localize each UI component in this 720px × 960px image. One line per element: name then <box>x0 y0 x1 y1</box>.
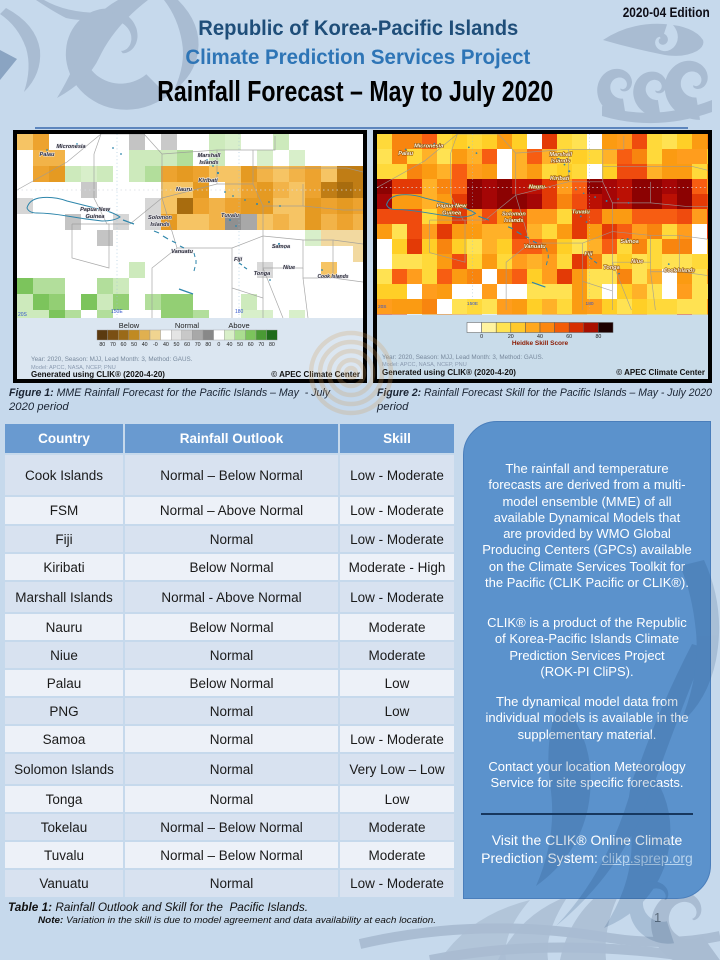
svg-text:40: 40 <box>163 342 169 348</box>
svg-text:80: 80 <box>269 342 275 348</box>
svg-text:Tuvalu: Tuvalu <box>221 213 240 219</box>
svg-text:Vanuatu: Vanuatu <box>171 249 193 255</box>
svg-text:80: 80 <box>99 342 105 348</box>
svg-text:20S: 20S <box>378 304 386 310</box>
svg-text:Above: Above <box>228 321 249 330</box>
svg-text:Papua New: Papua New <box>80 207 110 213</box>
svg-text:20: 20 <box>508 334 514 340</box>
svg-text:Marshall: Marshall <box>198 153 221 159</box>
svg-text:Samoa: Samoa <box>272 244 290 250</box>
svg-text:Palau: Palau <box>40 152 56 158</box>
svg-text:50: 50 <box>174 342 180 348</box>
svg-text:Vanuatu: Vanuatu <box>524 244 546 250</box>
svg-text:© APEC Climate Center: © APEC Climate Center <box>271 370 360 379</box>
svg-text:40: 40 <box>142 342 148 348</box>
svg-text:Kiribati: Kiribati <box>198 178 218 184</box>
svg-text:Micronesia: Micronesia <box>56 144 85 150</box>
svg-text:0: 0 <box>480 334 483 340</box>
svg-text:50: 50 <box>131 342 137 348</box>
svg-text:Niue: Niue <box>283 265 295 271</box>
svg-text:-0: -0 <box>153 342 158 348</box>
svg-text:80: 80 <box>205 342 211 348</box>
svg-text:Guinea: Guinea <box>442 210 461 216</box>
svg-text:20S: 20S <box>18 312 28 318</box>
svg-text:40: 40 <box>227 342 233 348</box>
svg-text:Marshall: Marshall <box>549 152 572 158</box>
svg-text:70: 70 <box>258 342 264 348</box>
svg-text:Solomon: Solomon <box>148 215 173 221</box>
svg-text:Guinea: Guinea <box>86 214 105 220</box>
svg-text:Nauru: Nauru <box>176 187 193 193</box>
svg-text:Generated using CLIK® (2020-4-: Generated using CLIK® (2020-4-20) <box>382 368 516 377</box>
svg-text:50: 50 <box>237 342 243 348</box>
svg-text:60: 60 <box>121 342 127 348</box>
svg-text:80: 80 <box>595 334 601 340</box>
svg-text:Palau: Palau <box>398 151 414 157</box>
svg-text:Tonga: Tonga <box>603 265 620 271</box>
svg-text:Islands: Islands <box>199 160 218 166</box>
svg-text:70: 70 <box>195 342 201 348</box>
svg-text:60: 60 <box>566 334 572 340</box>
svg-text:150E: 150E <box>467 301 478 307</box>
svg-text:0: 0 <box>217 342 220 348</box>
svg-text:180: 180 <box>586 301 594 307</box>
svg-text:Generated using CLIK® (2020-4-: Generated using CLIK® (2020-4-20) <box>31 370 165 379</box>
svg-text:40: 40 <box>537 334 543 340</box>
svg-text:180: 180 <box>235 309 244 315</box>
svg-text:Fiji: Fiji <box>234 257 243 263</box>
svg-text:Tuvalu: Tuvalu <box>572 209 591 215</box>
svg-text:Year: 2020, Season: MJJ, Lead: Year: 2020, Season: MJJ, Lead Month: 3, … <box>31 356 193 363</box>
svg-text:Kiribati: Kiribati <box>550 176 570 182</box>
svg-text:Model: APCC, NASA, NCEP, PNU: Model: APCC, NASA, NCEP, PNU <box>31 365 116 371</box>
svg-text:Niue: Niue <box>631 259 643 265</box>
svg-text:Below: Below <box>119 321 140 330</box>
svg-text:© APEC Climate Center: © APEC Climate Center <box>616 368 705 377</box>
svg-text:Heidke Skill Score: Heidke Skill Score <box>512 340 569 347</box>
svg-text:Solomon: Solomon <box>502 211 527 217</box>
svg-text:150E: 150E <box>111 309 123 315</box>
svg-text:Cook Islands: Cook Islands <box>664 268 695 274</box>
svg-text:Papua New: Papua New <box>437 204 467 210</box>
svg-text:Year: 2020, Season: MJJ, Lead: Year: 2020, Season: MJJ, Lead Month: 3, … <box>382 354 544 361</box>
svg-text:60: 60 <box>184 342 190 348</box>
svg-text:Cook Islands: Cook Islands <box>317 274 348 280</box>
svg-text:Normal: Normal <box>175 321 200 330</box>
svg-text:Islands: Islands <box>551 159 570 165</box>
svg-text:70: 70 <box>110 342 116 348</box>
svg-text:Nauru: Nauru <box>529 185 546 191</box>
svg-text:Islands: Islands <box>150 222 169 228</box>
svg-text:Model: APCC, NASA, NCEP, PNU: Model: APCC, NASA, NCEP, PNU <box>382 362 467 368</box>
svg-text:Tonga: Tonga <box>254 271 271 277</box>
svg-text:Islands: Islands <box>504 218 523 224</box>
svg-text:60: 60 <box>248 342 254 348</box>
svg-text:Samoa: Samoa <box>620 239 638 245</box>
svg-text:Micronesia: Micronesia <box>414 143 443 149</box>
svg-text:Fiji: Fiji <box>584 252 593 258</box>
